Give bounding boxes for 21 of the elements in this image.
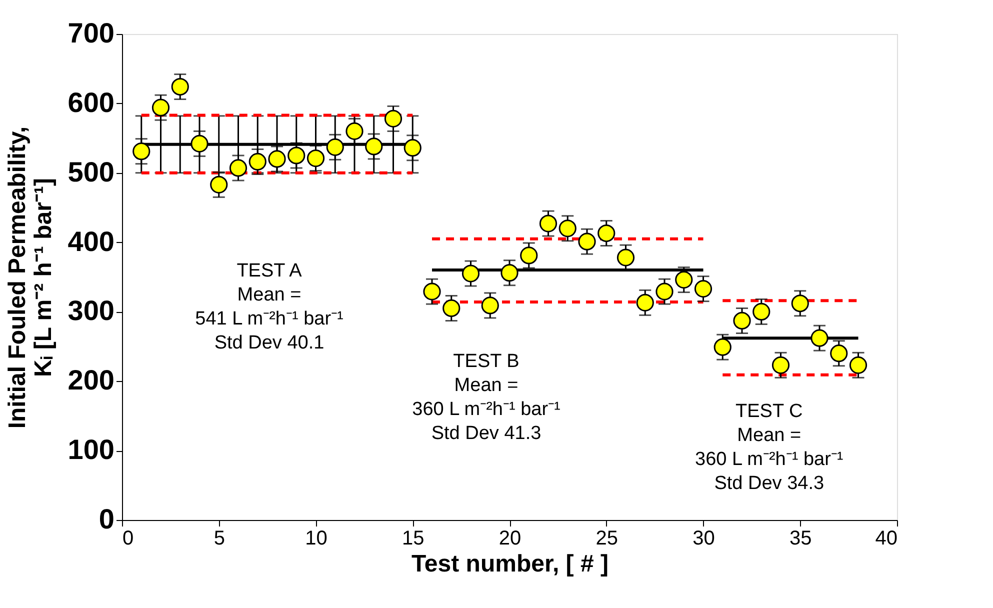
y-tick-label: 300 [68, 295, 114, 326]
annotation: TEST B Mean = 360 L m⁻²h⁻¹ bar⁻¹ Std Dev 41.3 [412, 350, 560, 444]
x-tick-label: 25 [596, 528, 618, 550]
x-tick-label: 20 [498, 528, 522, 550]
x-tick-label: 35 [790, 528, 812, 550]
annotation: TEST A Mean = 541 L m⁻²h⁻¹ bar⁻¹ Std Dev 40.1 [195, 260, 344, 354]
x-tick-label: 30 [692, 528, 715, 550]
x-tick-label: 40 [875, 528, 898, 550]
x-tick-label: 0 [122, 528, 134, 550]
y-tick-label: 400 [68, 226, 114, 257]
y-tick-label: 600 [68, 86, 114, 118]
y-tick-label: 200 [68, 364, 114, 396]
y-axis-title: Initial Fouled Permeability, Kᵢ [L m⁻² h⁻¹ bar⁻¹] [4, 126, 57, 429]
x-tick-label: 15 [402, 528, 424, 550]
x-axis-title: Test number, [ # ] [412, 550, 608, 578]
x-tick-label: 10 [305, 528, 328, 550]
y-tick-label: 100 [68, 434, 114, 466]
y-tick-label: 700 [68, 18, 114, 48]
x-tick-label: 5 [214, 528, 225, 550]
annotation: TEST C Mean = 360 L m⁻²h⁻¹ bar⁻¹ Std Dev 34.3 [695, 400, 844, 494]
y-tick-label: 500 [68, 156, 114, 188]
